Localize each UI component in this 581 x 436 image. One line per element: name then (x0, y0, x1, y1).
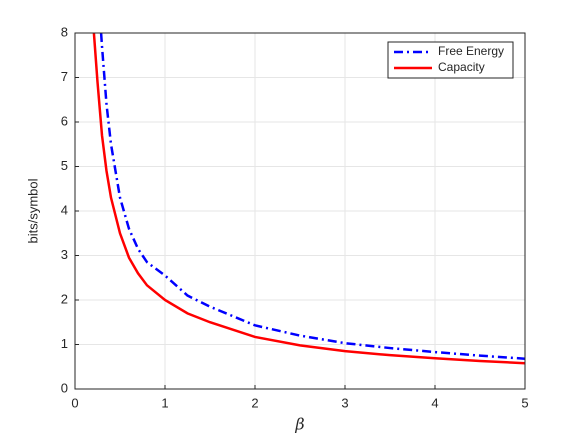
line-series (92, 33, 525, 365)
y-tick-label: 6 (61, 113, 68, 128)
y-tick-label: 8 (61, 24, 68, 39)
y-axis-label: bits/symbol (25, 178, 40, 243)
y-tick-label: 3 (61, 247, 68, 262)
x-tick-label: 5 (521, 395, 528, 410)
x-tick-label: 1 (161, 395, 168, 410)
x-tick-label: 0 (71, 395, 78, 410)
y-tick-label: 4 (61, 202, 68, 217)
y-tick-label: 1 (61, 336, 68, 351)
y-tick-label: 2 (61, 291, 68, 306)
y-tick-label: 0 (61, 380, 68, 395)
legend-box (387, 41, 514, 79)
y-tick-label: 5 (61, 158, 68, 173)
y-tick-label: 7 (61, 69, 68, 84)
x-tick-label: 4 (431, 395, 438, 410)
x-tick-label: 2 (251, 395, 258, 410)
legend-label: Capacity (438, 60, 485, 74)
axes-box (74, 32, 526, 390)
x-tick-label: 3 (341, 395, 348, 410)
legend-label: Free Energy (438, 44, 504, 58)
line-series (99, 33, 525, 360)
x-axis-label: β (294, 415, 304, 434)
